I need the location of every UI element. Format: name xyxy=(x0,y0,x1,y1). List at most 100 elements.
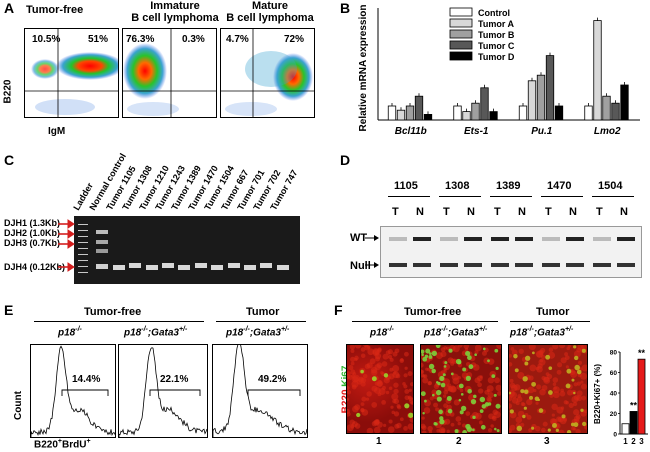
cell xyxy=(421,362,424,368)
lane-n-1105: N xyxy=(416,206,424,218)
ki67-cell xyxy=(450,372,454,376)
mini-ytick-0: 0 xyxy=(613,432,617,439)
wt-band-1308-t xyxy=(440,237,458,241)
cell xyxy=(575,428,581,433)
ki67-cell xyxy=(534,396,540,401)
mini-significance-2: ** xyxy=(630,400,638,410)
tumor-band-3 xyxy=(129,263,142,268)
ki67-cell xyxy=(428,363,435,370)
ki67-cell xyxy=(522,414,526,419)
cell xyxy=(581,395,587,401)
cell xyxy=(465,411,471,416)
cell xyxy=(381,361,388,367)
tumor-band-12 xyxy=(276,265,289,270)
cell xyxy=(448,385,456,393)
e-genotype-3: p18-/-;Gata3+/- xyxy=(226,326,290,339)
cell xyxy=(493,411,501,419)
ki67-cell xyxy=(565,383,571,389)
ki67-cell xyxy=(435,345,441,349)
cell xyxy=(388,386,393,391)
cell xyxy=(455,416,462,422)
cell xyxy=(440,428,446,433)
cell xyxy=(515,401,520,406)
sample-bracket-1504 xyxy=(592,196,634,197)
mini-bar-1 xyxy=(621,423,630,435)
f-image-number-2: 2 xyxy=(456,436,462,447)
cell xyxy=(408,388,412,392)
wt-band-1504-n xyxy=(617,237,635,241)
cell xyxy=(509,428,512,433)
ki67-cell xyxy=(421,391,426,397)
cell xyxy=(433,402,439,408)
wt-band-1389-n xyxy=(515,237,533,241)
f-image-number-1: 1 xyxy=(376,436,382,447)
cell xyxy=(410,401,413,405)
ki67-cell xyxy=(582,421,587,427)
ki67-cell xyxy=(538,408,544,413)
cell xyxy=(440,351,447,358)
cell xyxy=(487,392,494,399)
bar-bcl11b-control xyxy=(387,105,397,121)
ki67-cell xyxy=(573,422,579,428)
cell xyxy=(568,402,574,409)
cell xyxy=(352,405,359,413)
cell xyxy=(443,403,449,409)
ki67-cell xyxy=(470,398,477,405)
cell xyxy=(440,347,446,352)
ladder-lane xyxy=(78,224,88,278)
bar-lmo2-control xyxy=(584,105,593,121)
cell xyxy=(446,429,450,433)
ki67-cell xyxy=(573,345,577,349)
micrograph-1 xyxy=(346,344,414,434)
ki67-cell xyxy=(404,403,410,409)
cell xyxy=(427,367,431,372)
cell xyxy=(399,417,404,422)
panel-a-title-2: Immature B cell lymphoma xyxy=(131,0,219,24)
flow-plot-mature xyxy=(220,28,315,118)
cell xyxy=(399,358,405,363)
mini-ytick-4: 80 xyxy=(610,350,618,357)
cell xyxy=(347,390,352,395)
cell xyxy=(548,347,554,353)
cell xyxy=(552,345,559,350)
cell xyxy=(385,350,391,356)
e-bracket-left xyxy=(34,321,204,322)
f-genotype-3: p18-/-;Gata3+/- xyxy=(510,326,574,339)
e-percent-1: 14.4% xyxy=(72,374,101,385)
e-genotype-1: p18-/- xyxy=(58,326,82,339)
ki67-cell xyxy=(459,410,464,415)
lane-n-1504: N xyxy=(620,206,628,218)
cell xyxy=(540,354,546,360)
mini-category-2: 2 xyxy=(631,437,636,446)
ki67-cell xyxy=(458,383,464,389)
histogram-3 xyxy=(212,344,308,438)
cell xyxy=(560,388,565,393)
cell xyxy=(393,371,397,375)
quadrant-tumor-free-ul: 10.5% xyxy=(32,34,61,45)
ki67-cell xyxy=(460,405,467,412)
cell xyxy=(524,412,529,417)
cell xyxy=(381,400,387,405)
cell xyxy=(452,377,460,385)
cell xyxy=(371,402,378,408)
cell xyxy=(393,388,399,395)
bar-lmo2-tumor-b xyxy=(602,95,611,121)
cell xyxy=(478,420,483,425)
cell xyxy=(453,399,460,406)
category-label-0: Bcl11b xyxy=(395,126,427,137)
cell xyxy=(352,374,360,382)
ki67-cell xyxy=(576,369,582,375)
cell xyxy=(350,349,355,353)
cell xyxy=(373,387,381,394)
cell xyxy=(407,371,413,377)
cell xyxy=(541,427,546,433)
ki67-cell xyxy=(465,375,471,381)
e-group-tumor-free: Tumor-free xyxy=(84,306,142,318)
ki67-cell xyxy=(509,409,514,414)
cell xyxy=(452,345,460,353)
quadrant-immature-ur: 0.3% xyxy=(182,34,205,45)
ki67-cell xyxy=(514,368,519,373)
ki67-cell xyxy=(465,423,471,430)
null-band-1308-n xyxy=(464,263,482,267)
cell xyxy=(487,397,492,403)
